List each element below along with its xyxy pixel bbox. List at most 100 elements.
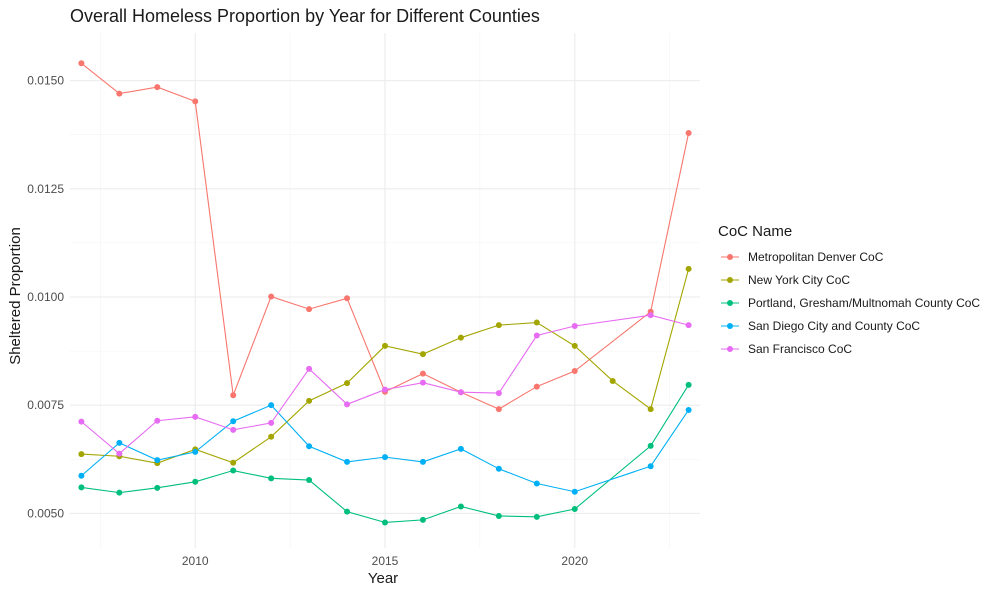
- y-tick-label: 0.0100: [27, 290, 64, 304]
- data-point: [647, 463, 654, 470]
- grid: [70, 33, 700, 548]
- data-point: [571, 322, 578, 329]
- data-point: [344, 401, 351, 408]
- data-point: [382, 386, 388, 393]
- data-point: [78, 60, 85, 67]
- data-point: [495, 406, 502, 413]
- data-point: [571, 367, 578, 374]
- data-point: [419, 516, 426, 523]
- data-point: [457, 503, 464, 510]
- data-point: [533, 513, 540, 520]
- data-point: [457, 334, 464, 341]
- data-point: [495, 390, 502, 397]
- data-point: [344, 458, 351, 465]
- data-point: [419, 379, 426, 386]
- data-point: [647, 312, 654, 319]
- series-line: [81, 314, 689, 455]
- data-point: [268, 402, 275, 409]
- data-point: [419, 458, 426, 465]
- data-point: [192, 448, 199, 455]
- data-point: [533, 319, 540, 326]
- data-point: [116, 90, 123, 97]
- legend-key-point: [727, 254, 733, 260]
- x-axis-title: Year: [368, 570, 398, 587]
- data-point: [495, 512, 502, 519]
- data-point: [268, 433, 275, 440]
- data-point: [306, 477, 313, 484]
- data-point: [419, 370, 426, 377]
- data-point: [154, 484, 161, 491]
- legend-key-point: [727, 300, 733, 306]
- data-point: [306, 397, 313, 404]
- data-point: [685, 129, 692, 136]
- data-point: [571, 488, 578, 495]
- data-point: [78, 418, 85, 425]
- data-point: [382, 519, 388, 526]
- data-point: [609, 377, 616, 384]
- legend-key-point: [727, 346, 733, 352]
- data-point: [647, 442, 654, 449]
- y-tick-label: 0.0075: [27, 398, 64, 412]
- data-point: [344, 380, 351, 387]
- data-point: [571, 342, 578, 349]
- series-line: [81, 384, 690, 524]
- x-tick-label: 2015: [372, 554, 399, 568]
- data-point: [685, 322, 692, 329]
- data-point: [230, 467, 237, 474]
- data-point: [685, 265, 692, 272]
- data-point: [419, 351, 426, 358]
- data-point: [192, 413, 199, 420]
- data-point: [306, 365, 313, 372]
- data-point: [495, 322, 502, 329]
- data-point: [495, 465, 502, 472]
- y-axis-title: Sheltered Proportion: [7, 227, 24, 365]
- legend: CoC Name Metropolitan Denver CoC New York…: [718, 223, 980, 356]
- data-point: [268, 419, 275, 426]
- data-point: [230, 459, 237, 466]
- data-point: [344, 295, 351, 302]
- data-point: [78, 484, 85, 491]
- data-point: [457, 445, 464, 452]
- data-point: [78, 451, 85, 458]
- chart-title: Overall Homeless Proportion by Year for …: [70, 6, 540, 26]
- series-line: [81, 404, 690, 493]
- legend-key-point: [727, 277, 733, 283]
- data-point: [116, 489, 123, 496]
- data-point: [116, 439, 123, 446]
- x-tick-label: 2010: [182, 554, 209, 568]
- data-point: [192, 478, 199, 485]
- legend-label: Portland, Gresham/Multnomah County CoC: [748, 296, 980, 310]
- series-line: [81, 62, 690, 410]
- data-point: [78, 472, 85, 479]
- data-point: [533, 480, 540, 487]
- data-point: [685, 406, 692, 413]
- legend-label: Metropolitan Denver CoC: [748, 250, 884, 264]
- legend-items: Metropolitan Denver CoC New York City CoC…: [721, 250, 980, 356]
- data-point: [192, 98, 199, 105]
- data-point: [268, 293, 275, 300]
- y-tick-label: 0.0150: [27, 74, 64, 88]
- data-point: [230, 426, 237, 433]
- data-point: [268, 475, 275, 482]
- data-point: [230, 418, 237, 425]
- data-point: [154, 417, 161, 424]
- legend-key-point: [727, 323, 733, 329]
- data-point: [230, 392, 237, 399]
- data-point: [647, 406, 654, 413]
- x-axis-ticks: 2010 2015 2020: [182, 554, 589, 568]
- legend-title: CoC Name: [718, 223, 792, 240]
- data-point: [382, 454, 388, 461]
- data-point: [533, 383, 540, 390]
- data-point: [382, 342, 388, 349]
- y-tick-label: 0.0125: [27, 182, 64, 196]
- data-point: [306, 443, 313, 450]
- data-point: [571, 506, 578, 513]
- data-point: [154, 84, 161, 91]
- legend-label: New York City CoC: [748, 273, 850, 287]
- data-point: [154, 457, 161, 464]
- data-point: [457, 389, 464, 396]
- legend-label: San Francisco CoC: [748, 342, 852, 356]
- y-axis-ticks: 0.0050 0.0075 0.0100 0.0125 0.0150: [27, 74, 64, 521]
- data-point: [116, 450, 123, 457]
